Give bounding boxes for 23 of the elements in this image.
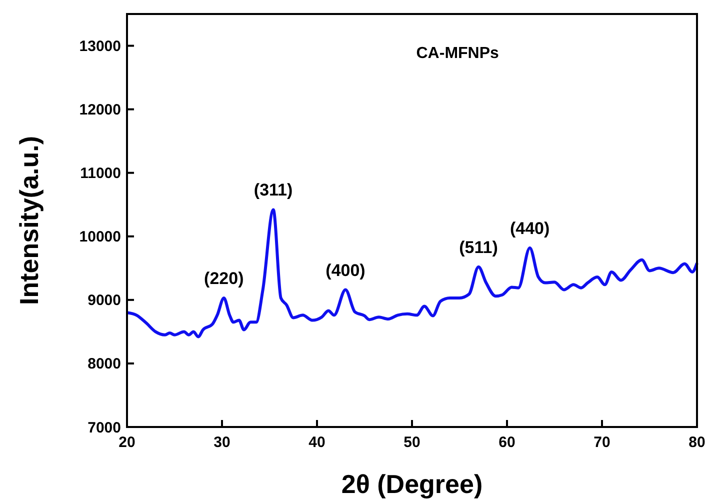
- annotation: (220): [204, 269, 244, 288]
- annotation: CA-MFNPs: [416, 45, 500, 62]
- line-series: [126, 208, 698, 338]
- y-tick-label: 7000: [88, 419, 121, 436]
- x-tick-label: 70: [594, 434, 610, 451]
- y-tick-label: 10000: [79, 228, 121, 246]
- x-axis-title: 2θ (Degree): [341, 469, 483, 499]
- x-tick-label: 20: [118, 434, 136, 451]
- y-tick-label: 12000: [79, 102, 121, 119]
- annotation: (311): [254, 180, 293, 200]
- x-tick-label: 40: [308, 434, 326, 451]
- y-tick-label: 11000: [80, 165, 121, 182]
- x-tick-label: 80: [688, 434, 706, 451]
- annotation: (400): [326, 260, 366, 280]
- y-tick-label: 9000: [88, 292, 121, 310]
- y-tick-label: 13000: [79, 38, 121, 56]
- y-axis-title: Intensity(a.u.): [14, 136, 44, 306]
- x-tick-label: 30: [214, 434, 230, 451]
- y-tick-label: 8000: [88, 356, 121, 373]
- annotation: (440): [510, 218, 550, 238]
- x-tick-label: 60: [498, 434, 516, 451]
- x-tick-label: 50: [404, 434, 420, 451]
- annotation: (511): [459, 238, 498, 257]
